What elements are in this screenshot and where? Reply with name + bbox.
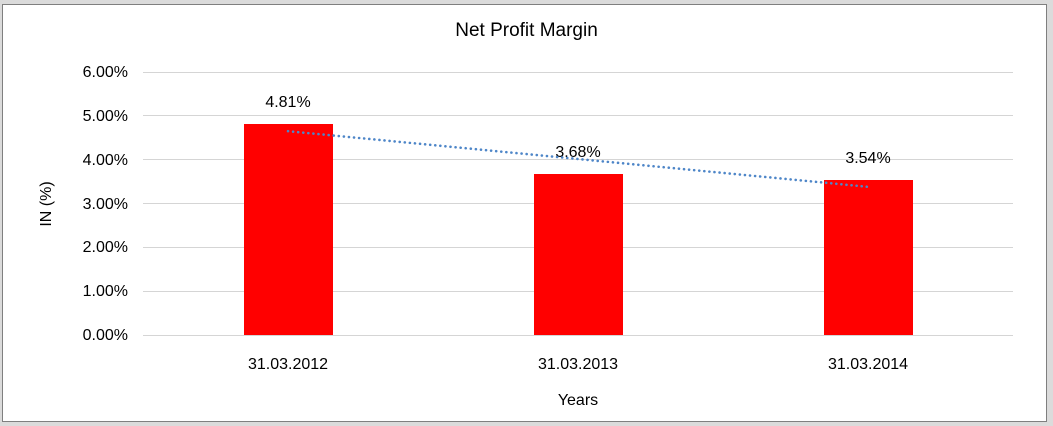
y-tick-label: 4.00% [82,151,128,169]
x-tick-label: 31.03.2013 [537,356,619,373]
gridline [143,115,1013,117]
bar-data-label: 3.54% [845,149,891,167]
y-tick-label: 3.00% [82,195,128,213]
bar [243,124,333,335]
gridline [143,334,1013,336]
bar-data-label: 3.68% [555,143,601,161]
x-tick-label: 31.03.2012 [247,356,329,373]
y-tick-label: 1.00% [82,283,128,301]
bar [533,173,623,335]
y-tick-label: 5.00% [82,107,128,125]
y-tick-label: 6.00% [82,64,128,81]
y-tick-label: 0.00% [82,327,128,344]
bar-data-label: 4.81% [265,94,311,112]
trendline [286,129,870,189]
y-tick-label: 2.00% [82,239,128,257]
bar [823,179,913,335]
gridline [143,71,1013,73]
chart-title: Net Profit Margin [455,20,598,41]
x-axis-title: Years [557,392,599,409]
x-tick-label: 31.03.2014 [827,356,909,373]
